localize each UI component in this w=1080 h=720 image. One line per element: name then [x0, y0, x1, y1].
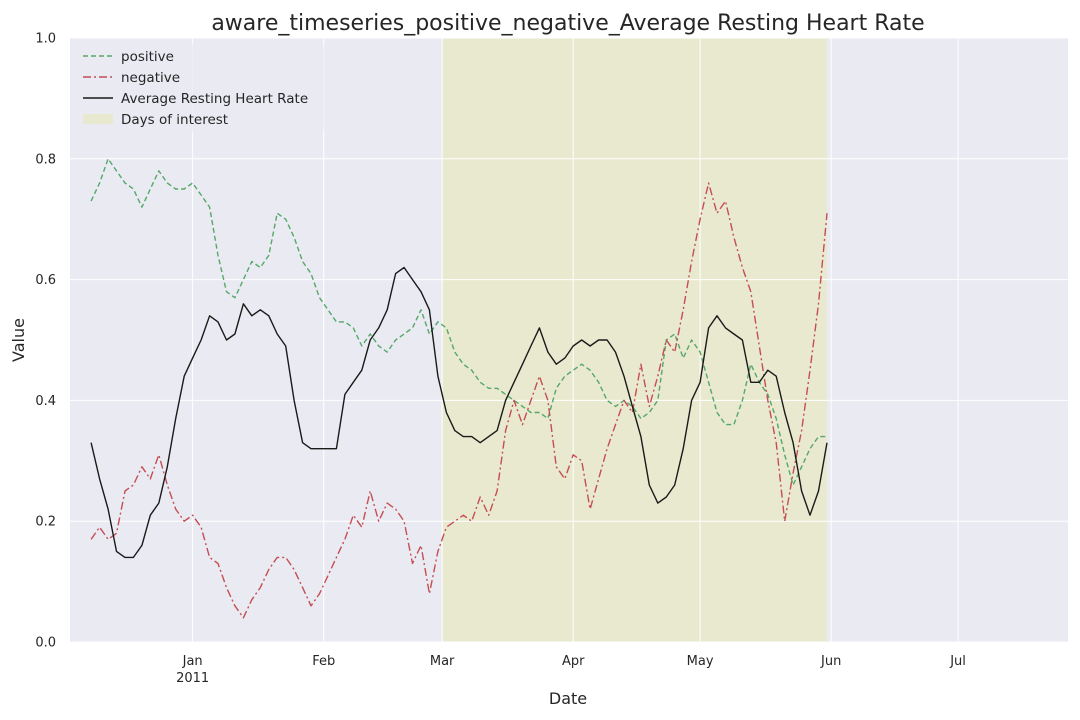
x-tick-label: Apr: [562, 654, 585, 669]
x-tick-label: Jan: [182, 654, 203, 669]
series-line-positive: [90, 158, 827, 486]
legend-label-negative: negative: [121, 70, 180, 86]
x-tick-label: Mar: [430, 654, 455, 669]
highlight-layer: [442, 38, 827, 642]
tick-layer: 0.0 0.2 0.4 0.6 0.8 1.0 Jan 2011 Feb Mar Apr May Jun…: [35, 32, 966, 687]
series-layer: [90, 158, 828, 619]
y-tick-label: 0.2: [35, 515, 56, 530]
y-tick-label: 0.6: [35, 273, 56, 288]
y-axis-title: Value: [9, 318, 28, 362]
grid-layer: [70, 37, 1068, 643]
chart-title: aware_timeseries_positive_negative_Avera…: [211, 11, 924, 36]
legend-label-days-of-interest: Days of interest: [121, 112, 228, 128]
x-tick-label: Feb: [312, 654, 335, 669]
legend-label-heart-rate: Average Resting Heart Rate: [121, 91, 308, 107]
legend-label-positive: positive: [121, 49, 174, 65]
y-tick-label: 0.0: [35, 636, 56, 651]
x-tick-label: Jun: [820, 654, 841, 669]
legend: positive negative Average Resting Heart …: [76, 44, 324, 132]
y-tick-label: 0.8: [35, 152, 56, 167]
days-of-interest-band: [442, 38, 827, 642]
legend-box: [76, 44, 324, 132]
x-tick-sublabel: 2011: [176, 671, 209, 686]
series-line-average-resting-heart-rate: [90, 266, 828, 559]
x-tick-label: Jul: [949, 654, 966, 669]
y-tick-label: 0.4: [35, 394, 56, 409]
y-tick-label: 1.0: [35, 32, 56, 47]
legend-swatch-days-of-interest: [83, 114, 113, 124]
x-axis-title: Date: [549, 689, 587, 708]
x-tick-label: May: [687, 654, 714, 669]
